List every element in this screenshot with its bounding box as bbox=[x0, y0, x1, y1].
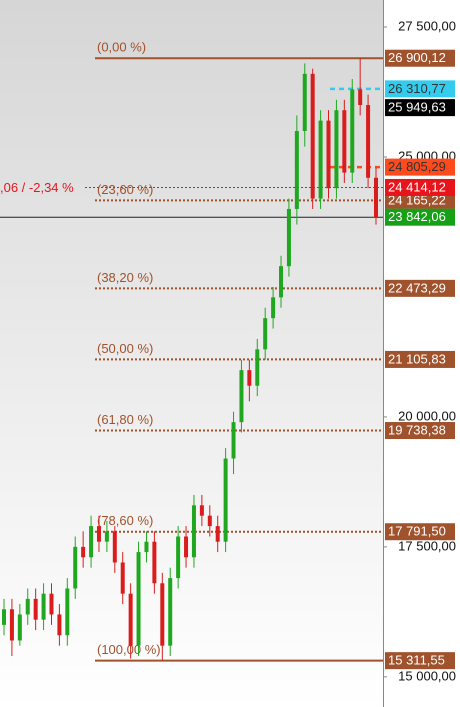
candle-body bbox=[247, 370, 252, 386]
candle-body bbox=[144, 541, 149, 553]
fib-name: (0,00 %) bbox=[97, 40, 146, 55]
marker-value-label: 24 414,12 bbox=[388, 179, 446, 194]
candle-body bbox=[57, 614, 62, 636]
y-tick-label: 27 500,00 bbox=[398, 18, 456, 33]
marker-value-box bbox=[385, 178, 455, 196]
candle-body bbox=[176, 536, 181, 579]
y-tick-label: 17 500,00 bbox=[398, 538, 456, 553]
candle-body bbox=[41, 593, 46, 620]
plot-background bbox=[0, 0, 383, 707]
candle-body bbox=[65, 588, 70, 636]
fib-value-label: 24 165,22 bbox=[388, 192, 446, 207]
fib-name: (38,20 %) bbox=[97, 270, 153, 285]
candle-body bbox=[350, 89, 355, 173]
candle-body bbox=[128, 593, 133, 646]
candle-body bbox=[279, 266, 284, 298]
candle-body bbox=[17, 614, 22, 641]
fib-value-box bbox=[385, 652, 455, 670]
fib-value-label: 15 311,55 bbox=[388, 653, 445, 668]
marker-value-box bbox=[385, 208, 455, 226]
fib-name: (78,60 %) bbox=[97, 513, 153, 528]
candle-body bbox=[366, 105, 371, 178]
candle-body bbox=[120, 562, 125, 594]
candle-body bbox=[9, 609, 14, 641]
change-label: ,06 / -2,34 % bbox=[0, 180, 74, 195]
candle-body bbox=[184, 536, 189, 558]
marker-value-label: 25 949,63 bbox=[388, 100, 446, 115]
fib-value-label: 17 791,50 bbox=[388, 524, 446, 539]
candle-body bbox=[104, 531, 109, 542]
candle-body bbox=[33, 598, 38, 620]
fib-name: (23,60 %) bbox=[97, 182, 153, 197]
candle-body bbox=[160, 583, 165, 646]
candle-body bbox=[342, 110, 347, 173]
candle-body bbox=[310, 73, 315, 199]
candle-body bbox=[294, 131, 299, 209]
marker-value-box bbox=[385, 80, 455, 98]
candle-body bbox=[168, 578, 173, 646]
candle-body bbox=[89, 526, 94, 558]
candle-body bbox=[2, 609, 6, 625]
fib-value-box bbox=[385, 422, 455, 440]
fib-value-box bbox=[385, 523, 455, 541]
labels: 26 900,12 24 165,22 22 473,29 21 105,83 19 7… bbox=[0, 49, 455, 670]
candle-body bbox=[239, 370, 244, 423]
candles bbox=[2, 58, 378, 661]
candle-body bbox=[207, 515, 212, 527]
candle-body bbox=[358, 89, 363, 106]
candle-body bbox=[25, 598, 30, 615]
fib-value-label: 19 738,38 bbox=[388, 422, 446, 437]
levels: (0,00 %) (23,60 %) (38,20 %) (50,00 %) (61,8… bbox=[0, 40, 383, 662]
candle-body bbox=[286, 208, 291, 267]
marker-value-label: 26 310,77 bbox=[388, 81, 446, 96]
fib-value-box bbox=[385, 49, 455, 67]
candle-body bbox=[112, 531, 117, 563]
candle-body bbox=[271, 297, 276, 319]
candle-body bbox=[326, 120, 331, 189]
fib-value-label: 21 105,83 bbox=[388, 351, 446, 366]
candle-body bbox=[199, 505, 204, 516]
candle-body bbox=[334, 110, 339, 189]
candle-body bbox=[152, 541, 157, 584]
candle-body bbox=[215, 526, 220, 542]
candle-body bbox=[81, 546, 86, 558]
marker-value-label: 24 805,29 bbox=[388, 159, 446, 174]
fib-name: (100,00 %) bbox=[97, 642, 161, 657]
candle-body bbox=[49, 593, 54, 615]
fib-value-box bbox=[385, 279, 455, 297]
fib-value-box bbox=[385, 191, 455, 209]
candle-body bbox=[263, 318, 268, 350]
candle-body bbox=[136, 552, 141, 646]
candle-body bbox=[73, 546, 78, 589]
candle-body bbox=[223, 458, 228, 542]
candle-body bbox=[231, 422, 236, 459]
marker-value-box bbox=[385, 158, 455, 176]
candle-body bbox=[374, 177, 378, 218]
candle-body bbox=[318, 120, 323, 199]
candle-body bbox=[255, 349, 260, 386]
y-tick-label: 15 000,00 bbox=[398, 668, 456, 683]
marker-value-label: 23 842,06 bbox=[388, 209, 446, 224]
fib-value-box bbox=[385, 350, 455, 368]
candle-body bbox=[191, 505, 196, 558]
marker-value-box bbox=[385, 99, 455, 117]
fib-name: (61,80 %) bbox=[97, 412, 153, 427]
fib-name: (50,00 %) bbox=[97, 341, 153, 356]
candle-body bbox=[96, 526, 101, 542]
candle-body bbox=[302, 73, 307, 132]
y-tick-label: 20 000,00 bbox=[398, 408, 456, 423]
fib-value-label: 26 900,12 bbox=[388, 50, 446, 65]
fib-value-label: 22 473,29 bbox=[388, 280, 446, 295]
